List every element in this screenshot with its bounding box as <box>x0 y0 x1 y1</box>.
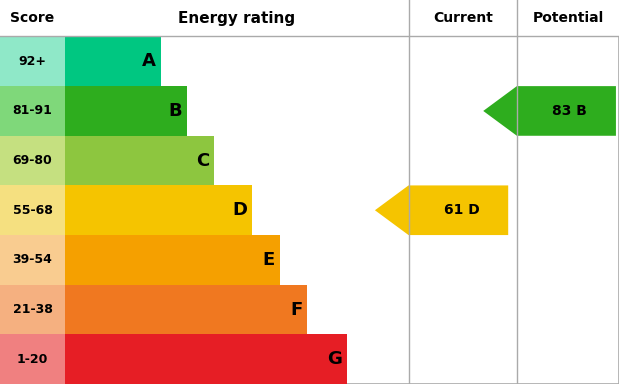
Text: Current: Current <box>433 11 493 25</box>
Text: 1-20: 1-20 <box>17 353 48 366</box>
Text: 55-68: 55-68 <box>12 204 53 217</box>
Text: 39-54: 39-54 <box>12 253 53 266</box>
Text: 69-80: 69-80 <box>12 154 53 167</box>
Bar <box>65 86 187 136</box>
Polygon shape <box>375 185 508 235</box>
Bar <box>0 0 619 36</box>
Bar <box>0 185 65 235</box>
Text: C: C <box>196 152 209 170</box>
Bar <box>65 334 347 384</box>
Text: D: D <box>232 201 247 219</box>
Bar <box>0 235 65 285</box>
Bar <box>0 334 65 384</box>
Bar <box>0 36 65 86</box>
Text: 92+: 92+ <box>19 55 46 68</box>
Bar <box>65 185 252 235</box>
Text: 21-38: 21-38 <box>12 303 53 316</box>
Bar <box>65 235 280 285</box>
Text: Score: Score <box>11 11 54 25</box>
Bar <box>65 136 214 185</box>
Text: 81-91: 81-91 <box>12 104 53 118</box>
Text: Potential: Potential <box>532 11 604 25</box>
Text: E: E <box>262 251 275 269</box>
Polygon shape <box>483 86 616 136</box>
Text: Energy rating: Energy rating <box>178 11 295 26</box>
Bar <box>0 136 65 185</box>
Bar <box>0 285 65 334</box>
Text: F: F <box>290 301 302 319</box>
Text: 83 B: 83 B <box>552 104 587 118</box>
Text: B: B <box>168 102 182 120</box>
Bar <box>65 285 307 334</box>
Text: G: G <box>327 350 342 368</box>
Bar <box>0 86 65 136</box>
Text: 61 D: 61 D <box>444 203 480 217</box>
Text: A: A <box>142 52 156 70</box>
Bar <box>65 36 161 86</box>
